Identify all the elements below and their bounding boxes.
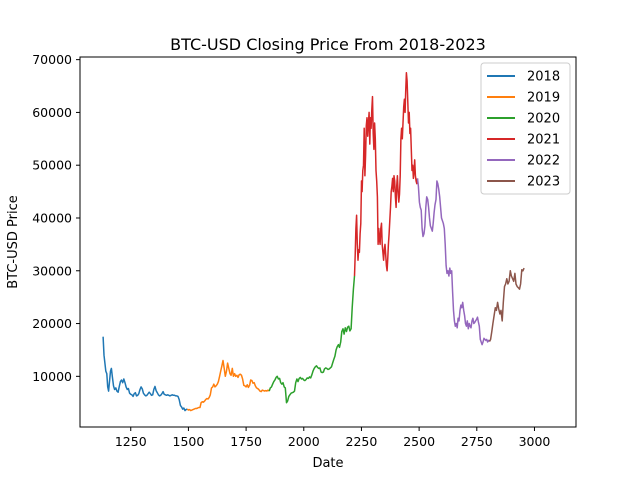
y-tick-label: 50000 — [32, 158, 72, 173]
series-layer — [102, 72, 525, 412]
x-tick-label: 2000 — [288, 434, 320, 449]
series-line-2022 — [416, 178, 491, 346]
legend-label-2020: 2020 — [527, 112, 560, 127]
legend-label-2021: 2021 — [527, 133, 560, 148]
x-tick-label: 3000 — [519, 434, 551, 449]
x-axis-ticks: 1250 1500 1750 2000 2250 2500 2750 3000 — [115, 427, 551, 449]
y-tick-label: 10000 — [32, 369, 72, 384]
chart-title: BTC-USD Closing Price From 2018-2023 — [170, 35, 486, 54]
series-line-2021 — [353, 72, 419, 277]
series-line-2023 — [488, 267, 525, 342]
x-tick-label: 2750 — [461, 434, 493, 449]
x-tick-label: 1500 — [173, 434, 205, 449]
series-line-2020 — [268, 275, 356, 404]
legend-label-2018: 2018 — [527, 70, 560, 85]
x-tick-label: 2500 — [403, 434, 435, 449]
y-tick-label: 40000 — [32, 210, 72, 225]
legend-label-2019: 2019 — [527, 91, 560, 106]
series-line-2018 — [102, 336, 188, 412]
plot-frame — [79, 56, 577, 428]
x-tick-label: 1250 — [115, 434, 147, 449]
y-axis-ticks: 10000 20000 30000 40000 50000 60000 70000 — [32, 52, 80, 384]
legend-label-2022: 2022 — [527, 154, 560, 169]
y-tick-label: 30000 — [32, 263, 72, 278]
y-axis-label: BTC-USD Price — [6, 195, 21, 289]
x-tick-label: 1750 — [230, 434, 262, 449]
legend-frame — [480, 62, 571, 195]
y-tick-label: 60000 — [32, 105, 72, 120]
legend: 2018 2019 2020 2021 2022 2023 — [480, 62, 571, 195]
x-tick-label: 2250 — [346, 434, 378, 449]
y-tick-label: 20000 — [32, 316, 72, 331]
legend-label-2023: 2023 — [527, 175, 560, 190]
x-axis-label: Date — [312, 456, 343, 471]
series-line-2019 — [186, 359, 270, 412]
y-tick-label: 70000 — [32, 52, 72, 67]
